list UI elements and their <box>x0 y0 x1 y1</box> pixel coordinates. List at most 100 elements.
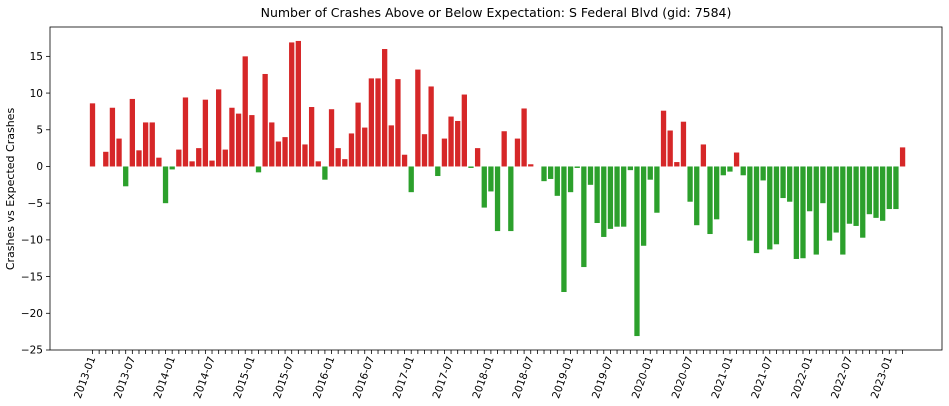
x-tick-label: 2023-01 <box>869 355 895 400</box>
bar <box>860 166 866 238</box>
bar <box>587 166 594 185</box>
bar <box>488 166 494 192</box>
bar <box>508 166 514 232</box>
bar <box>375 78 381 167</box>
bar <box>753 166 760 254</box>
bar <box>468 166 474 168</box>
bar <box>614 166 620 227</box>
bar <box>448 116 454 167</box>
bar <box>820 166 826 204</box>
bar <box>355 102 361 167</box>
bar <box>182 97 189 167</box>
bar <box>674 162 680 167</box>
bar <box>149 122 155 167</box>
bar <box>435 166 441 177</box>
bar <box>196 148 202 167</box>
bar <box>129 98 135 167</box>
bar <box>421 134 428 167</box>
x-tick-label: 2020-07 <box>670 355 696 400</box>
bar-series <box>89 40 906 337</box>
bar <box>348 133 355 167</box>
bar <box>255 166 262 173</box>
bar <box>853 166 859 226</box>
bar <box>574 166 580 168</box>
bar <box>474 148 481 167</box>
bar <box>408 166 414 193</box>
bar <box>388 125 394 167</box>
bar <box>362 127 368 167</box>
bar <box>787 166 793 202</box>
bar <box>627 166 633 171</box>
bar <box>401 154 408 167</box>
bar <box>282 137 288 167</box>
bar <box>747 166 753 241</box>
bar <box>601 166 607 237</box>
bar <box>800 166 806 259</box>
bar <box>880 166 886 221</box>
bar <box>269 122 275 167</box>
bar <box>873 166 879 218</box>
bar <box>249 115 255 167</box>
bar <box>455 120 461 167</box>
x-tick-label: 2022-01 <box>789 355 815 400</box>
bar <box>229 107 235 167</box>
bar <box>707 166 713 235</box>
bar <box>342 159 348 167</box>
bar <box>667 130 673 167</box>
bar <box>740 166 746 176</box>
bar <box>382 49 388 167</box>
x-tick-label: 2014-01 <box>152 355 178 400</box>
bar <box>714 166 720 220</box>
bar <box>222 149 228 167</box>
bar <box>581 166 587 268</box>
bar <box>235 113 242 167</box>
bar <box>395 79 401 167</box>
bar <box>773 166 780 245</box>
bar <box>621 166 627 227</box>
bar <box>428 86 434 167</box>
x-tick-label: 2018-01 <box>470 355 496 400</box>
bar <box>308 107 315 167</box>
bar <box>295 40 301 167</box>
bar <box>315 161 321 167</box>
bar <box>826 166 833 241</box>
bar <box>176 149 182 167</box>
x-axis: 2013-01 2013-07 2014-01 2014-07 2015-01 2015-… <box>72 350 903 400</box>
y-tick-label: 0 <box>36 161 43 173</box>
bar <box>302 144 308 167</box>
bar <box>647 166 653 180</box>
bar <box>694 166 700 226</box>
y-tick-label: 15 <box>30 51 43 63</box>
bar <box>840 166 846 255</box>
bar <box>806 166 813 212</box>
bar <box>415 69 421 167</box>
x-tick-label: 2015-01 <box>231 355 257 400</box>
bar <box>846 166 853 224</box>
x-tick-label: 2015-07 <box>271 355 297 400</box>
bar <box>209 160 215 167</box>
bar <box>481 166 487 208</box>
y-tick-label: −10 <box>21 235 43 247</box>
y-tick-label: 10 <box>30 88 43 100</box>
bar <box>733 152 740 167</box>
x-tick-label: 2022-07 <box>829 355 855 400</box>
y-tick-label: 5 <box>36 124 43 136</box>
y-tick-label: −15 <box>21 271 43 283</box>
bar <box>687 166 693 202</box>
bar <box>242 56 248 167</box>
bar <box>289 42 295 167</box>
bar <box>528 164 534 167</box>
x-tick-label: 2021-07 <box>749 355 775 400</box>
bar <box>720 166 726 176</box>
bar <box>594 166 600 224</box>
x-tick-label: 2020-01 <box>630 355 656 400</box>
bar <box>548 166 554 179</box>
bar <box>216 89 222 167</box>
bar <box>640 166 647 246</box>
bar <box>541 166 547 182</box>
bar <box>494 166 501 232</box>
bar <box>189 161 195 167</box>
bar <box>866 166 873 215</box>
bar <box>813 166 819 255</box>
